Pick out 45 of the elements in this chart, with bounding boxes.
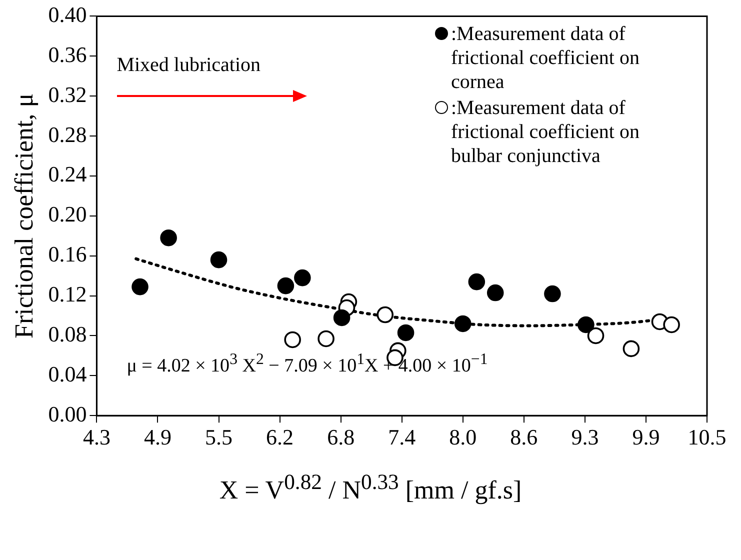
point	[486, 284, 504, 302]
x-tick-label: 4.9	[144, 424, 172, 450]
point	[318, 330, 334, 348]
point	[294, 269, 311, 286]
point	[454, 315, 472, 332]
y-tick-label: 0.08	[48, 322, 87, 346]
point	[397, 324, 414, 342]
point	[544, 285, 561, 302]
y-axis-title: Frictional coefficient, μ	[9, 93, 38, 339]
point	[160, 229, 177, 246]
x-tick-label: 9.9	[632, 424, 660, 450]
point	[333, 309, 350, 326]
point	[132, 278, 148, 296]
x-tick-label: 10.5	[688, 424, 726, 450]
x-tick-label: 6.2	[266, 424, 294, 450]
legend-label: :Measurement data of frictional coefficient on cornea	[451, 22, 640, 94]
y-tick-label: 0.20	[48, 202, 87, 227]
y-tick-label: 0.40	[48, 2, 87, 27]
legend-label: :Measurement data of frictional coefficient on bulbar conjunctiva	[451, 96, 640, 168]
point	[587, 327, 604, 344]
y-tick-label: 0.32	[48, 82, 87, 107]
y-tick-label: 0.28	[48, 122, 87, 147]
y-tick-label: 0.16	[48, 242, 87, 267]
y-tick-label: 0.04	[48, 361, 87, 386]
y-tick-label: 0.36	[48, 42, 87, 67]
y-tick-label: 0.00	[48, 401, 87, 426]
y-tick-label: 0.12	[48, 282, 87, 307]
x-tick-label: 7.4	[388, 424, 416, 450]
x-tick-label: 5.5	[205, 424, 233, 450]
point	[578, 316, 594, 334]
point	[622, 340, 640, 358]
annotation: Mixed lubrication	[116, 54, 261, 78]
point	[210, 251, 228, 268]
x-tick-label: 8.6	[510, 424, 538, 450]
y-tick-label: 0.24	[48, 162, 87, 187]
point	[376, 306, 394, 324]
x-tick-label: 4.3	[82, 424, 110, 450]
point	[284, 331, 301, 348]
point	[663, 316, 680, 334]
x-axis-title: X = V$^{0.82}$ / N$^{0.33}$ [mm / gf.s]	[218, 470, 523, 506]
x-tick-label: 9.3	[571, 424, 599, 450]
point	[468, 273, 486, 290]
x-tick-label: 8.0	[449, 424, 477, 450]
x-tick-label: 6.8	[327, 424, 355, 450]
point	[277, 277, 294, 294]
